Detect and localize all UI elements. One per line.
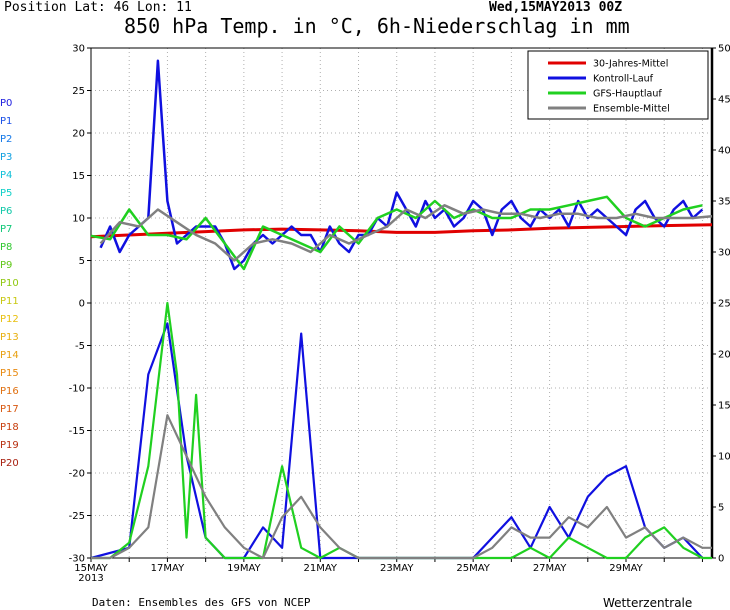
x-start-year: 2013 (78, 573, 103, 584)
member-label-p19: P19 (0, 440, 19, 451)
y-right-tick-label: 30 (718, 248, 730, 259)
member-label-p20: P20 (0, 458, 19, 469)
series-line-ensemble-mittel-niederschlag (91, 414, 712, 560)
y-left-tick-label: 15 (72, 171, 85, 182)
member-label-p4: P4 (0, 170, 12, 181)
member-label-p18: P18 (0, 422, 19, 433)
member-label-p3: P3 (0, 152, 12, 163)
member-label-p16: P16 (0, 386, 19, 397)
y-left-tick-label: -10 (69, 384, 85, 395)
member-label-p7: P7 (0, 224, 12, 235)
series-line-gfs-hauptlauf-niederschlag (91, 301, 712, 560)
y-right-tick-label: 45 (718, 95, 730, 106)
member-label-p9: P9 (0, 260, 12, 271)
x-tick-label: 27MAY (533, 563, 567, 574)
member-label-p10: P10 (0, 278, 19, 289)
y-left-tick-label: 20 (72, 129, 85, 140)
member-label-p8: P8 (0, 242, 12, 253)
x-tick-label: 23MAY (380, 563, 414, 574)
member-label-p2: P2 (0, 134, 12, 145)
y-left-tick-label: 10 (72, 214, 85, 225)
y-right-tick-label: 40 (718, 146, 730, 157)
x-tick-label: 19MAY (227, 563, 261, 574)
member-label-p17: P17 (0, 404, 19, 415)
y-left-tick-label: 5 (79, 256, 85, 267)
y-left-tick-label: 25 (72, 86, 85, 97)
y-left-tick-label: -15 (69, 426, 85, 437)
member-label-p15: P15 (0, 368, 19, 379)
y-right-tick-label: 15 (718, 401, 730, 412)
x-tick-label: 29MAY (609, 563, 643, 574)
position-label: Position Lat: 46 Lon: 11 (4, 0, 192, 15)
member-label-p11: P11 (0, 296, 19, 307)
member-label-p0: P0 (0, 98, 12, 109)
y-right-tick-label: 50 (718, 44, 730, 55)
y-left-tick-label: 30 (72, 44, 85, 55)
series-line-kontroll-lauf (99, 59, 704, 271)
y-left-tick-label: 0 (79, 299, 85, 310)
y-left-tick-label: -5 (75, 341, 85, 352)
y-left-tick-label: -30 (69, 554, 85, 565)
member-label-p6: P6 (0, 206, 12, 217)
legend-label: GFS-Hauptlauf (593, 89, 662, 100)
legend-label: 30-Jahres-Mittel (593, 59, 668, 70)
y-right-tick-label: 35 (718, 197, 730, 208)
member-label-p14: P14 (0, 350, 19, 361)
x-tick-label: 21MAY (304, 563, 338, 574)
member-label-p5: P5 (0, 188, 12, 199)
y-left-tick-label: -25 (69, 511, 85, 522)
x-tick-label: 25MAY (456, 563, 490, 574)
x-start-label: 15MAY (74, 563, 108, 574)
data-source-label: Daten: Ensembles des GFS von NCEP (92, 596, 311, 609)
y-right-tick-label: 0 (718, 554, 724, 565)
brand-label: Wetterzentrale (603, 596, 693, 610)
member-label-p13: P13 (0, 332, 19, 343)
grid-lines (91, 48, 712, 558)
member-label-p12: P12 (0, 314, 19, 325)
y-right-tick-label: 5 (718, 503, 724, 514)
member-label-p1: P1 (0, 116, 12, 127)
y-right-tick-label: 10 (718, 452, 730, 463)
y-right-tick-label: 20 (718, 350, 730, 361)
chart-title: 850 hPa Temp. in °C, 6h-Niederschlag in … (124, 14, 630, 38)
y-right-tick-label: 25 (718, 299, 730, 310)
series-line-ensemble-mittel (99, 204, 713, 262)
x-tick-label: 17MAY (151, 563, 185, 574)
date-label: Wed,15MAY2013 00Z (489, 0, 623, 15)
y-left-tick-label: -20 (69, 469, 85, 480)
legend-label: Kontroll-Lauf (593, 74, 654, 85)
legend-label: Ensemble-Mittel (593, 104, 670, 115)
